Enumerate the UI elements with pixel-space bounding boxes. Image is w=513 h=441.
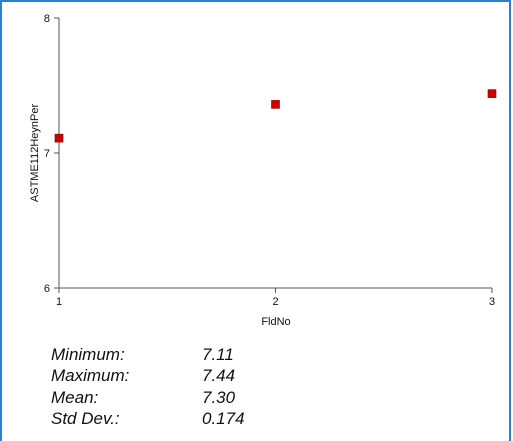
stat-row-minimum: Minimum: 7.11: [51, 344, 245, 366]
y-tick-label: 6: [44, 283, 50, 295]
stat-value: 7.30: [202, 387, 236, 407]
stat-row-maximum: Maximum: 7.44: [51, 366, 245, 388]
stat-value: 7.44: [202, 366, 236, 386]
y-tick-label: 7: [44, 148, 50, 160]
stat-value: 0.174: [202, 409, 245, 429]
stat-row-std-dev: Std Dev.: 0.174: [51, 409, 245, 431]
x-axis-label: FldNo: [261, 316, 290, 328]
stat-label: Maximum:: [51, 366, 130, 386]
x-tick-label: 2: [272, 296, 278, 308]
stat-label: Std Dev.:: [51, 409, 120, 429]
stat-label: Mean:: [51, 387, 99, 407]
data-point: [54, 133, 64, 143]
y-axis-label: ASTME112HeynPer: [29, 104, 41, 203]
y-tick-label: 8: [44, 13, 50, 25]
data-point: [271, 100, 280, 109]
x-tick-label: 1: [56, 296, 62, 308]
stat-value: 7.11: [202, 344, 234, 364]
x-tick-label: 3: [489, 296, 495, 308]
stat-row-mean: Mean: 7.30: [51, 387, 245, 409]
summary-stats: Minimum: 7.11 Maximum: 7.44 Mean: 7.30 S…: [51, 344, 245, 430]
stat-label: Minimum:: [51, 344, 125, 364]
data-point: [487, 89, 497, 98]
